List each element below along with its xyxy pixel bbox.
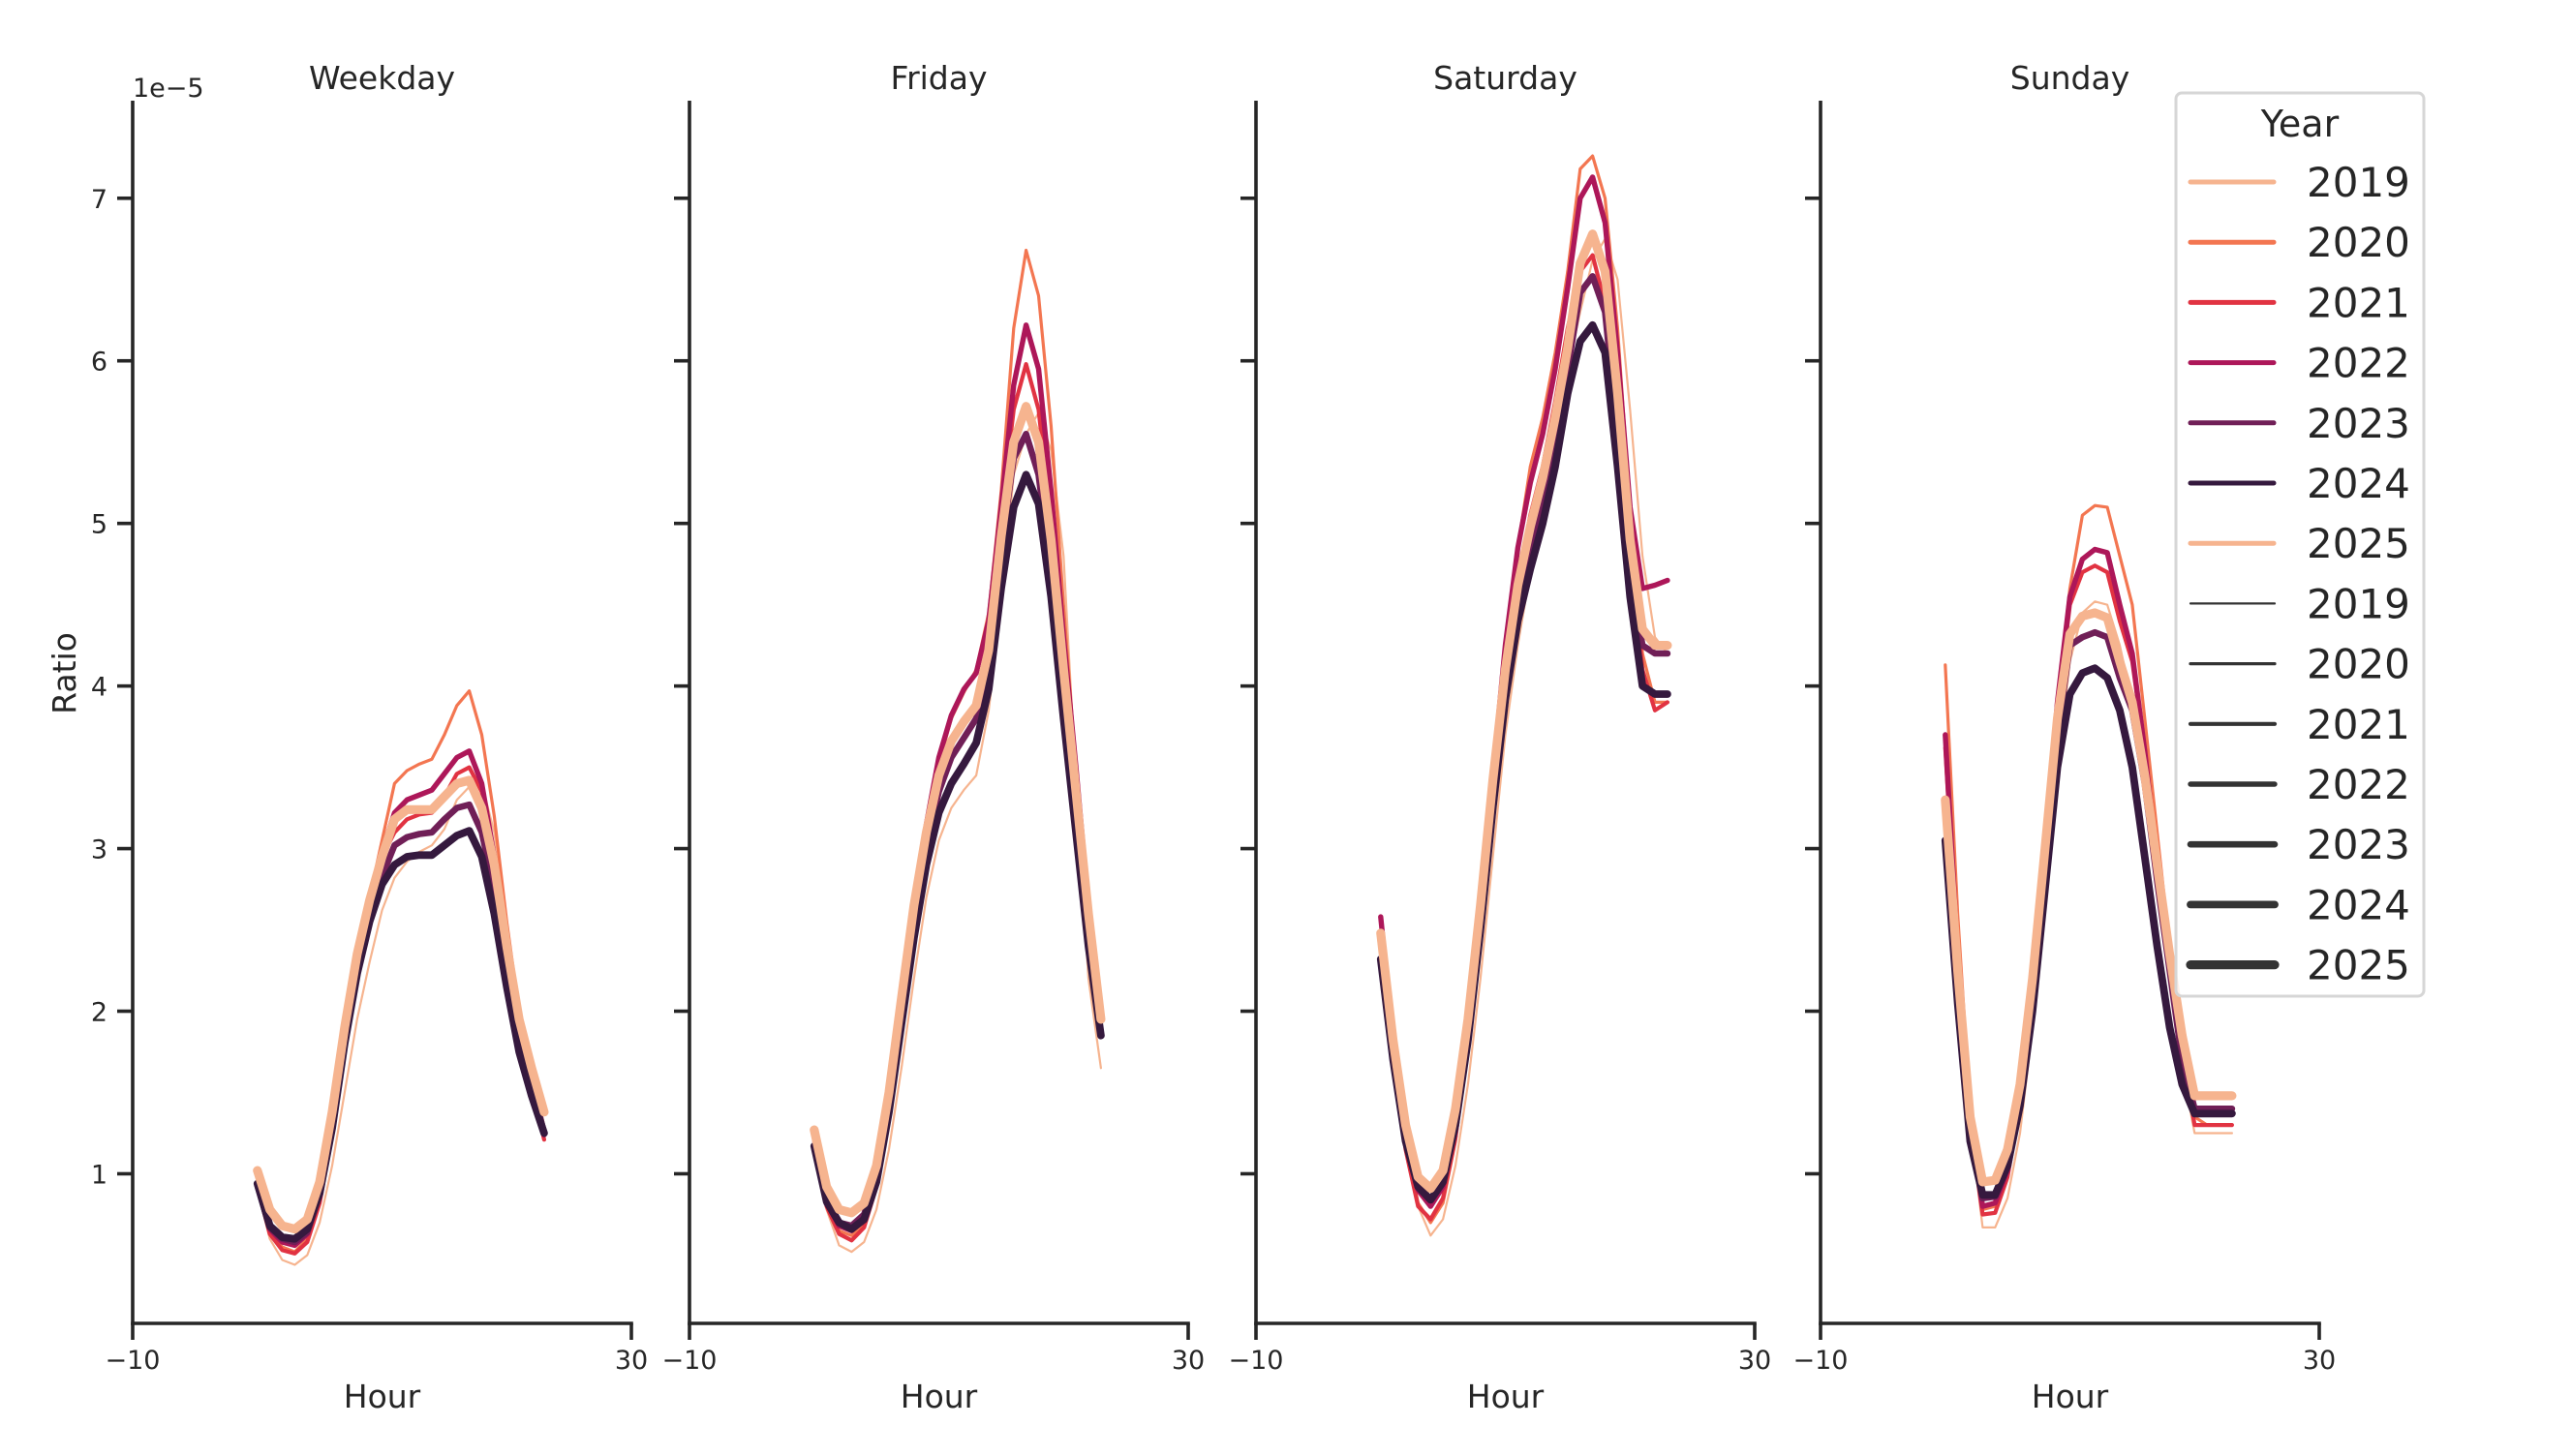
line-friday-2025	[810, 402, 1106, 1218]
legend-label: 2024	[2307, 460, 2410, 507]
legend-label: 2023	[2307, 821, 2410, 868]
x-axis-label: Hour	[901, 1378, 978, 1415]
legend-label: 2025	[2307, 520, 2410, 567]
x-axis-label: Hour	[1467, 1378, 1545, 1415]
line-saturday-2021	[1378, 253, 1670, 1222]
line-saturday-2025	[1376, 229, 1672, 1194]
legend-label: 2022	[2307, 761, 2410, 808]
panel-sunday: Sunday −10 30 Hour	[1793, 59, 2337, 1415]
legend-label: 2025	[2307, 942, 2410, 989]
y-tick-label: 5	[91, 510, 107, 540]
x-tick-label: −10	[662, 1346, 718, 1376]
panels: Weekday 1 2 3 4 5 6 7 −10 30 Hour Ratio 1e−5 Friday −1…	[46, 59, 2336, 1415]
legend-label: 2020	[2307, 641, 2410, 688]
x-tick-label: 30	[615, 1346, 648, 1376]
y-tick-label: 3	[91, 835, 107, 865]
panel-saturday: Saturday −10 30 Hour	[1229, 59, 1772, 1415]
line-weekday-2020	[256, 689, 546, 1254]
y-axis-label: Ratio	[46, 632, 83, 714]
series-group	[1376, 154, 1672, 1237]
line-friday-2024	[810, 470, 1105, 1233]
line-weekday-2025	[253, 775, 549, 1234]
panel-title: Saturday	[1433, 59, 1577, 97]
line-saturday-2022	[1378, 174, 1670, 1209]
series-group	[810, 248, 1106, 1254]
legend-label: 2019	[2307, 580, 2410, 627]
panel-title: Friday	[890, 59, 987, 97]
legend-label: 2020	[2307, 219, 2410, 266]
line-weekday-2024	[253, 827, 548, 1243]
y-offset-label: 1e−5	[133, 74, 204, 104]
line-saturday-2024	[1376, 320, 1671, 1204]
series-group	[253, 689, 549, 1266]
x-tick-label: −10	[106, 1346, 161, 1376]
legend-label: 2021	[2307, 279, 2410, 326]
x-axis-label: Hour	[2032, 1378, 2109, 1415]
x-axis-label: Hour	[344, 1378, 421, 1415]
line-sunday-2025	[1941, 608, 2237, 1187]
legend-title: Year	[2260, 103, 2340, 145]
x-tick-label: 30	[2303, 1346, 2336, 1376]
y-tick-label: 7	[91, 185, 107, 215]
x-tick-label: −10	[1793, 1346, 1849, 1376]
line-friday-2021	[811, 362, 1104, 1243]
panel-weekday: Weekday 1 2 3 4 5 6 7 −10 30 Hour Ratio 1e−5	[46, 59, 648, 1415]
y-tick-label: 2	[91, 998, 107, 1028]
y-tick-label: 4	[91, 673, 107, 703]
legend-box	[2174, 91, 2426, 998]
panel-title: Weekday	[309, 59, 455, 97]
y-tick-label: 1	[91, 1160, 107, 1190]
x-tick-label: 30	[1172, 1346, 1205, 1376]
x-tick-label: −10	[1229, 1346, 1284, 1376]
line-sunday-2024	[1941, 664, 2236, 1199]
line-saturday-2020	[1379, 154, 1669, 1225]
legend: Year 2019 2020 2021 2022 2023 2024 2025 2019 2020…	[2174, 91, 2426, 998]
panel-friday: Friday −10 30 Hour	[662, 59, 1206, 1415]
series-group	[1941, 503, 2237, 1229]
line-saturday-2019	[1379, 237, 1669, 1237]
legend-label: 2019	[2307, 159, 2410, 206]
y-tick-label: 6	[91, 348, 107, 378]
line-weekday-2019	[256, 782, 546, 1266]
x-tick-label: 30	[1738, 1346, 1771, 1376]
legend-label: 2022	[2307, 340, 2410, 387]
legend-label: 2024	[2307, 881, 2410, 928]
panel-title: Sunday	[2010, 59, 2129, 97]
legend-label: 2023	[2307, 400, 2410, 447]
legend-label: 2021	[2307, 701, 2410, 748]
